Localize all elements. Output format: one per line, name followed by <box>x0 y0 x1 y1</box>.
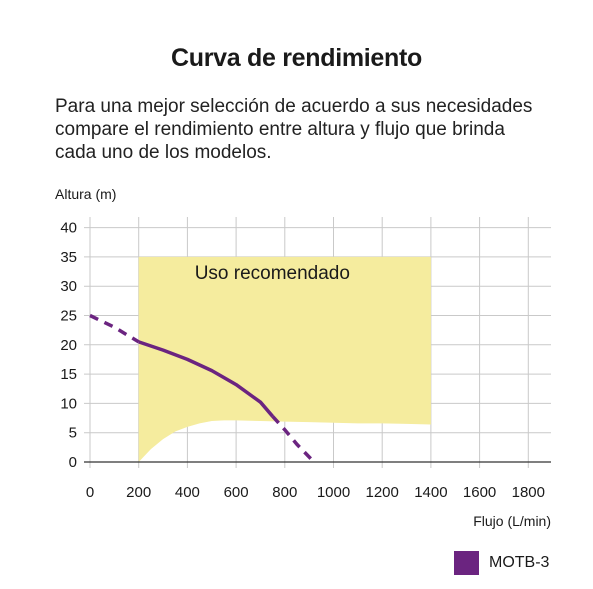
y-tick-label-5: 5 <box>69 425 77 442</box>
y-tick-label-40: 40 <box>60 220 77 237</box>
x-tick-label-800: 800 <box>272 484 297 501</box>
y-tick-label-30: 30 <box>60 278 77 295</box>
x-axis-title: Flujo (L/min) <box>473 513 551 529</box>
y-tick-label-20: 20 <box>60 337 77 354</box>
y-tick-label-10: 10 <box>60 395 77 412</box>
legend-swatch <box>454 551 479 575</box>
y-tick-label-0: 0 <box>69 454 77 471</box>
y-tick-label-15: 15 <box>60 366 77 383</box>
x-tick-label-0: 0 <box>86 484 94 501</box>
series-layer <box>89 313 316 464</box>
legend: MOTB-3 <box>454 551 549 575</box>
labels-layer: Uso recomendado <box>195 263 350 284</box>
recommended-region <box>138 256 431 462</box>
description-line-1: Para una mejor selección de acuerdo a su… <box>55 96 533 117</box>
region-label: Uso recomendado <box>195 263 350 284</box>
description-line-3: cada uno de los modelos. <box>55 142 272 163</box>
y-axis-title: Altura (m) <box>55 186 116 202</box>
legend-label: MOTB-3 <box>489 554 550 571</box>
chart-description: Para una mejor selección de acuerdo a su… <box>55 95 575 164</box>
x-tick-label-1800: 1800 <box>512 484 545 501</box>
series-0-dashed-end <box>271 415 316 464</box>
series-0-solid <box>138 340 274 418</box>
chart-title: Curva de rendimiento <box>171 44 422 72</box>
description-line-2: compare el rendimiento entre altura y fl… <box>55 119 505 140</box>
recommended-region-layer <box>138 256 431 462</box>
x-tick-label-1000: 1000 <box>317 484 350 501</box>
y-tick-label-25: 25 <box>60 308 77 325</box>
series-0-dashed-start <box>89 313 140 344</box>
x-tick-label-1600: 1600 <box>463 484 496 501</box>
axis-layer: 0 200 400 600 800 1000 1200 1400 1600 1800 0 5 10 15 2… <box>55 186 551 529</box>
x-tick-label-400: 400 <box>175 484 200 501</box>
x-tick-label-1400: 1400 <box>414 484 447 501</box>
x-tick-label-600: 600 <box>224 484 249 501</box>
x-tick-label-1200: 1200 <box>366 484 399 501</box>
x-tick-label-200: 200 <box>126 484 151 501</box>
y-tick-label-35: 35 <box>60 249 77 266</box>
